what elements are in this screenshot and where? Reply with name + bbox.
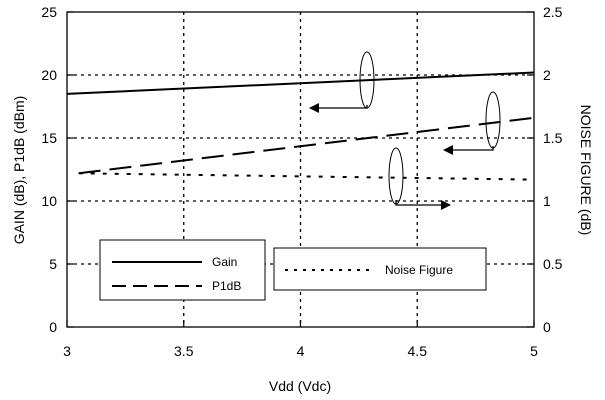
y2-tick-label-0.5: 0.5 [543,256,563,272]
y-tick-label-5: 5 [49,256,57,272]
series-line-gain [66,71,535,95]
legend-label-p1db: P1dB [212,279,241,293]
p1db-axis-annotation [443,91,501,155]
p1db-annotation-ellipse [485,91,501,149]
x-axis-title: Vdd (Vdc) [269,378,331,394]
y-tick-label-10: 10 [41,193,57,209]
legend-box-nf: Noise Figure [273,247,487,291]
x-tick-label-5: 5 [530,343,538,359]
y-axis-title: GAIN (dB), P1dB (dBm) [11,96,27,245]
legend-frame-2 [273,247,487,291]
y2-tick-labels: 0 0.5 1 1.5 2 2.5 [543,4,563,335]
nf-annotation-arrow [395,200,451,210]
series-layer [66,71,535,181]
legend-label-nf: Noise Figure [385,263,453,277]
tick-marks [66,11,535,328]
series-line-p1db [78,116,535,175]
nf-annotation-ellipse [388,147,404,205]
y-tick-label-0: 0 [49,319,57,335]
y-tick-label-15: 15 [41,130,57,146]
y2-tick-label-1.5: 1.5 [543,130,563,146]
x-tick-label-4: 4 [297,343,305,359]
nf-axis-annotation [388,147,451,210]
x-tick-label-4.5: 4.5 [408,343,428,359]
legend-frame-1 [99,239,266,301]
y2-tick-label-0: 0 [543,319,551,335]
legend-box-gain-p1db: Gain P1dB [99,239,266,301]
y2-axis-title: NOISE FIGURE (dB) [578,105,594,236]
x-tick-labels: 3 3.5 4 4.5 5 [63,343,538,359]
series-line-nf [78,172,535,181]
y2-tick-label-2.5: 2.5 [543,4,563,20]
p1db-annotation-arrow [443,145,494,155]
y-tick-label-25: 25 [41,4,57,20]
legend-label-gain: Gain [212,255,237,269]
x-tick-label-3: 3 [63,343,71,359]
x-tick-label-3.5: 3.5 [174,343,194,359]
y-tick-labels: 0 5 10 15 20 25 [41,4,57,335]
gain-axis-annotation [309,51,375,113]
y-tick-label-20: 20 [41,67,57,83]
gain-annotation-arrow [309,103,368,113]
y2-tick-label-2: 2 [543,67,551,83]
y2-tick-label-1: 1 [543,193,551,209]
